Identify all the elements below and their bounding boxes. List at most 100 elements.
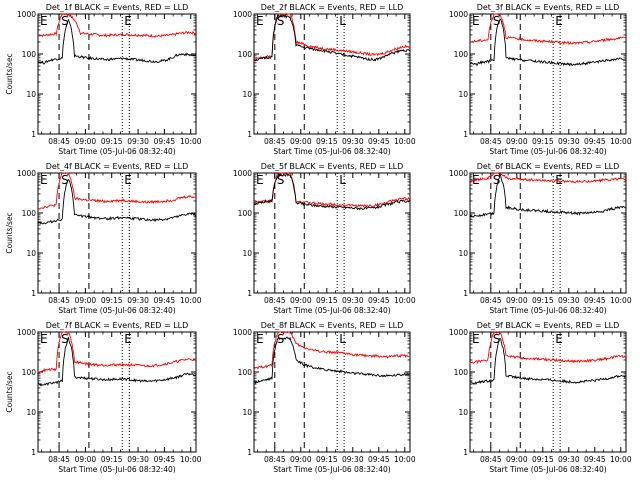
x-tick-label: 09:30 xyxy=(127,296,149,305)
y-tick-label: 1000 xyxy=(233,10,252,19)
plot-frame xyxy=(37,172,197,294)
x-axis-label: Start Time (05-Jul-06 08:32:40) xyxy=(58,465,175,474)
x-tick-label: 09:45 xyxy=(368,137,390,146)
marker-label-e2: E xyxy=(555,14,563,28)
y-tick-label: 100 xyxy=(238,209,253,218)
y-tick-label: 1000 xyxy=(233,328,252,337)
lld-series-line xyxy=(37,13,197,38)
panel-7: Det_7f BLACK = Events, RED = LLD 1 10 100 10… xyxy=(5,321,202,474)
x-tick-label: 10:00 xyxy=(610,296,632,305)
x-tick-label: 10:00 xyxy=(180,296,202,305)
x-tick-label: 09:15 xyxy=(532,296,554,305)
x-tick-label: 08:45 xyxy=(48,296,70,305)
y-tick-label: 10 xyxy=(242,408,252,417)
y-axis-label: Counts/sec xyxy=(5,371,14,412)
panel-2: Det_2f BLACK = Events, RED = LLD 1 10 100 10… xyxy=(233,3,416,156)
x-axis-label: Start Time (05-Jul-06 08:32:40) xyxy=(273,306,390,315)
plot-frame xyxy=(37,13,197,135)
marker-label-e2: E xyxy=(555,173,563,187)
marker-label-e2: E xyxy=(124,14,132,28)
panel-title: Det_9f BLACK = Events, RED = LLD xyxy=(477,321,620,330)
x-tick-label: 09:15 xyxy=(532,455,554,464)
x-tick-label: 08:45 xyxy=(48,137,70,146)
x-tick-label: 08:45 xyxy=(264,137,286,146)
marker-label-s: S xyxy=(277,173,285,187)
plot-frame xyxy=(253,13,411,135)
y-tick-label: 1000 xyxy=(17,169,36,178)
y-tick-label: 10 xyxy=(458,408,468,417)
x-tick-label: 08:45 xyxy=(480,455,502,464)
plot-frame xyxy=(37,331,197,453)
panel-title: Det_3f BLACK = Events, RED = LLD xyxy=(477,3,620,12)
x-axis-label: Start Time (05-Jul-06 08:32:40) xyxy=(273,147,390,156)
y-tick-label: 10 xyxy=(26,249,36,258)
x-tick-label: 09:30 xyxy=(558,296,580,305)
x-tick-label: 09:15 xyxy=(316,296,338,305)
y-axis-label: Counts/sec xyxy=(5,212,14,253)
x-axis-label: Start Time (05-Jul-06 08:32:40) xyxy=(489,465,606,474)
events-series-line xyxy=(253,172,411,211)
x-axis-label: Start Time (05-Jul-06 08:32:40) xyxy=(489,306,606,315)
panel-title: Det_2f BLACK = Events, RED = LLD xyxy=(261,3,404,12)
marker-label-s: S xyxy=(61,173,69,187)
y-tick-label: 1000 xyxy=(449,328,468,337)
marker-label-e: E xyxy=(256,332,264,346)
marker-label-e: E xyxy=(472,14,480,28)
x-tick-label: 09:00 xyxy=(506,455,528,464)
x-axis-label: Start Time (05-Jul-06 08:32:40) xyxy=(58,147,175,156)
y-tick-label: 1 xyxy=(463,289,468,298)
x-tick-label: 09:00 xyxy=(75,455,97,464)
x-tick-label: 09:00 xyxy=(75,137,97,146)
plot-frame xyxy=(469,13,627,135)
marker-label-s: S xyxy=(277,14,285,28)
x-tick-label: 09:15 xyxy=(101,455,123,464)
y-tick-label: 1 xyxy=(31,448,36,457)
x-tick-label: 09:45 xyxy=(584,137,606,146)
events-series-line xyxy=(469,172,626,218)
x-tick-label: 10:00 xyxy=(394,137,416,146)
marker-label-e: E xyxy=(40,173,48,187)
panel-title: Det_1f BLACK = Events, RED = LLD xyxy=(46,3,189,12)
panel-3: Det_3f BLACK = Events, RED = LLD 1 10 100 10… xyxy=(449,3,632,156)
events-series-line xyxy=(253,336,411,385)
panel-title: Det_7f BLACK = Events, RED = LLD xyxy=(46,321,189,330)
y-tick-label: 100 xyxy=(454,50,469,59)
lld-series-line xyxy=(469,331,627,364)
plot-frame xyxy=(469,331,627,453)
y-tick-label: 1 xyxy=(247,289,252,298)
marker-label-s: S xyxy=(493,173,501,187)
y-tick-label: 10 xyxy=(458,90,468,99)
events-series-line xyxy=(253,13,411,62)
x-tick-label: 09:30 xyxy=(342,137,364,146)
x-tick-label: 09:15 xyxy=(101,137,123,146)
x-tick-label: 09:45 xyxy=(154,296,176,305)
x-tick-label: 09:30 xyxy=(558,455,580,464)
y-tick-label: 100 xyxy=(238,50,253,59)
events-series-line xyxy=(469,337,627,386)
x-tick-label: 09:45 xyxy=(584,296,606,305)
lld-series-line xyxy=(469,12,627,46)
x-tick-label: 09:00 xyxy=(506,296,528,305)
y-tick-label: 100 xyxy=(238,368,253,377)
x-tick-label: 10:00 xyxy=(610,455,632,464)
lld-series-line xyxy=(37,331,197,374)
lld-series-line xyxy=(253,331,410,370)
x-tick-label: 10:00 xyxy=(610,137,632,146)
y-tick-label: 1000 xyxy=(449,10,468,19)
x-tick-label: 10:00 xyxy=(180,455,202,464)
x-tick-label: 09:15 xyxy=(101,296,123,305)
x-tick-label: 09:15 xyxy=(316,137,338,146)
y-tick-label: 100 xyxy=(22,368,37,377)
marker-label-s: S xyxy=(61,332,69,346)
x-axis-label: Start Time (05-Jul-06 08:32:40) xyxy=(489,147,606,156)
y-tick-label: 1000 xyxy=(233,169,252,178)
panel-title: Det_8f BLACK = Events, RED = LLD xyxy=(261,321,404,330)
marker-label-e: E xyxy=(40,332,48,346)
y-tick-label: 10 xyxy=(26,408,36,417)
panel-8: Det_8f BLACK = Events, RED = LLD 1 10 100 10… xyxy=(233,321,416,474)
x-axis-label: Start Time (05-Jul-06 08:32:40) xyxy=(58,306,175,315)
panel-9: Det_9f BLACK = Events, RED = LLD 1 10 100 10… xyxy=(449,321,632,474)
y-tick-label: 1 xyxy=(463,448,468,457)
x-tick-label: 09:00 xyxy=(506,137,528,146)
